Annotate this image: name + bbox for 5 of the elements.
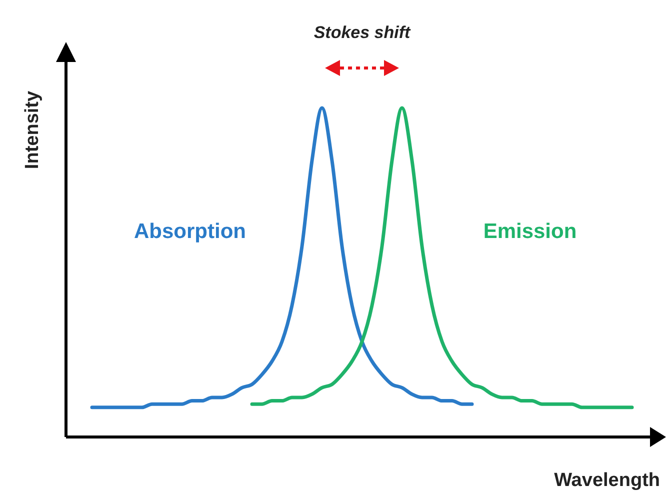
text: Absorption <box>134 220 246 243</box>
text: Stokes shift <box>314 23 412 42</box>
y-axis-title: Intensity <box>22 90 43 170</box>
x-axis-title: Wavelength <box>554 470 660 491</box>
text: Emission <box>483 220 577 243</box>
